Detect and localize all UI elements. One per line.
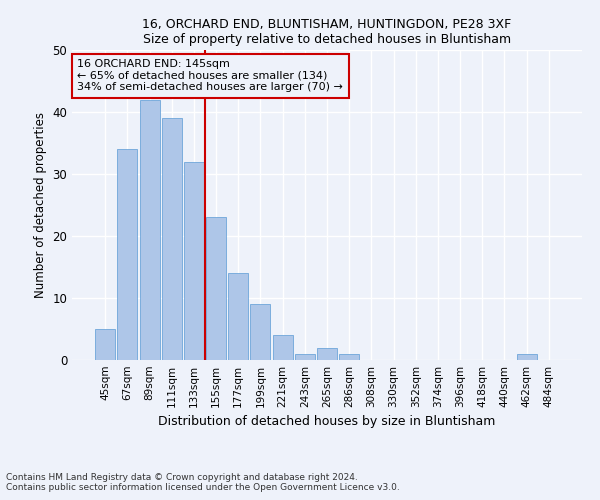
Bar [339,354,359,360]
Bar [140,100,160,360]
Bar [317,348,337,360]
Bar [517,354,536,360]
Text: 16 ORCHARD END: 145sqm
← 65% of detached houses are smaller (134)
34% of semi-de: 16 ORCHARD END: 145sqm ← 65% of detached… [77,60,343,92]
Title: 16, ORCHARD END, BLUNTISHAM, HUNTINGDON, PE28 3XF
Size of property relative to d: 16, ORCHARD END, BLUNTISHAM, HUNTINGDON,… [142,18,512,46]
Bar [250,304,271,360]
Bar [184,162,204,360]
Bar [228,273,248,360]
Y-axis label: Number of detached properties: Number of detached properties [34,112,47,298]
Bar [206,218,226,360]
Text: Contains public sector information licensed under the Open Government Licence v3: Contains public sector information licen… [6,483,400,492]
Bar [162,118,182,360]
Bar [118,149,137,360]
Bar [95,329,115,360]
Bar [295,354,315,360]
Text: Contains HM Land Registry data © Crown copyright and database right 2024.: Contains HM Land Registry data © Crown c… [6,473,358,482]
X-axis label: Distribution of detached houses by size in Bluntisham: Distribution of detached houses by size … [158,416,496,428]
Bar [272,335,293,360]
